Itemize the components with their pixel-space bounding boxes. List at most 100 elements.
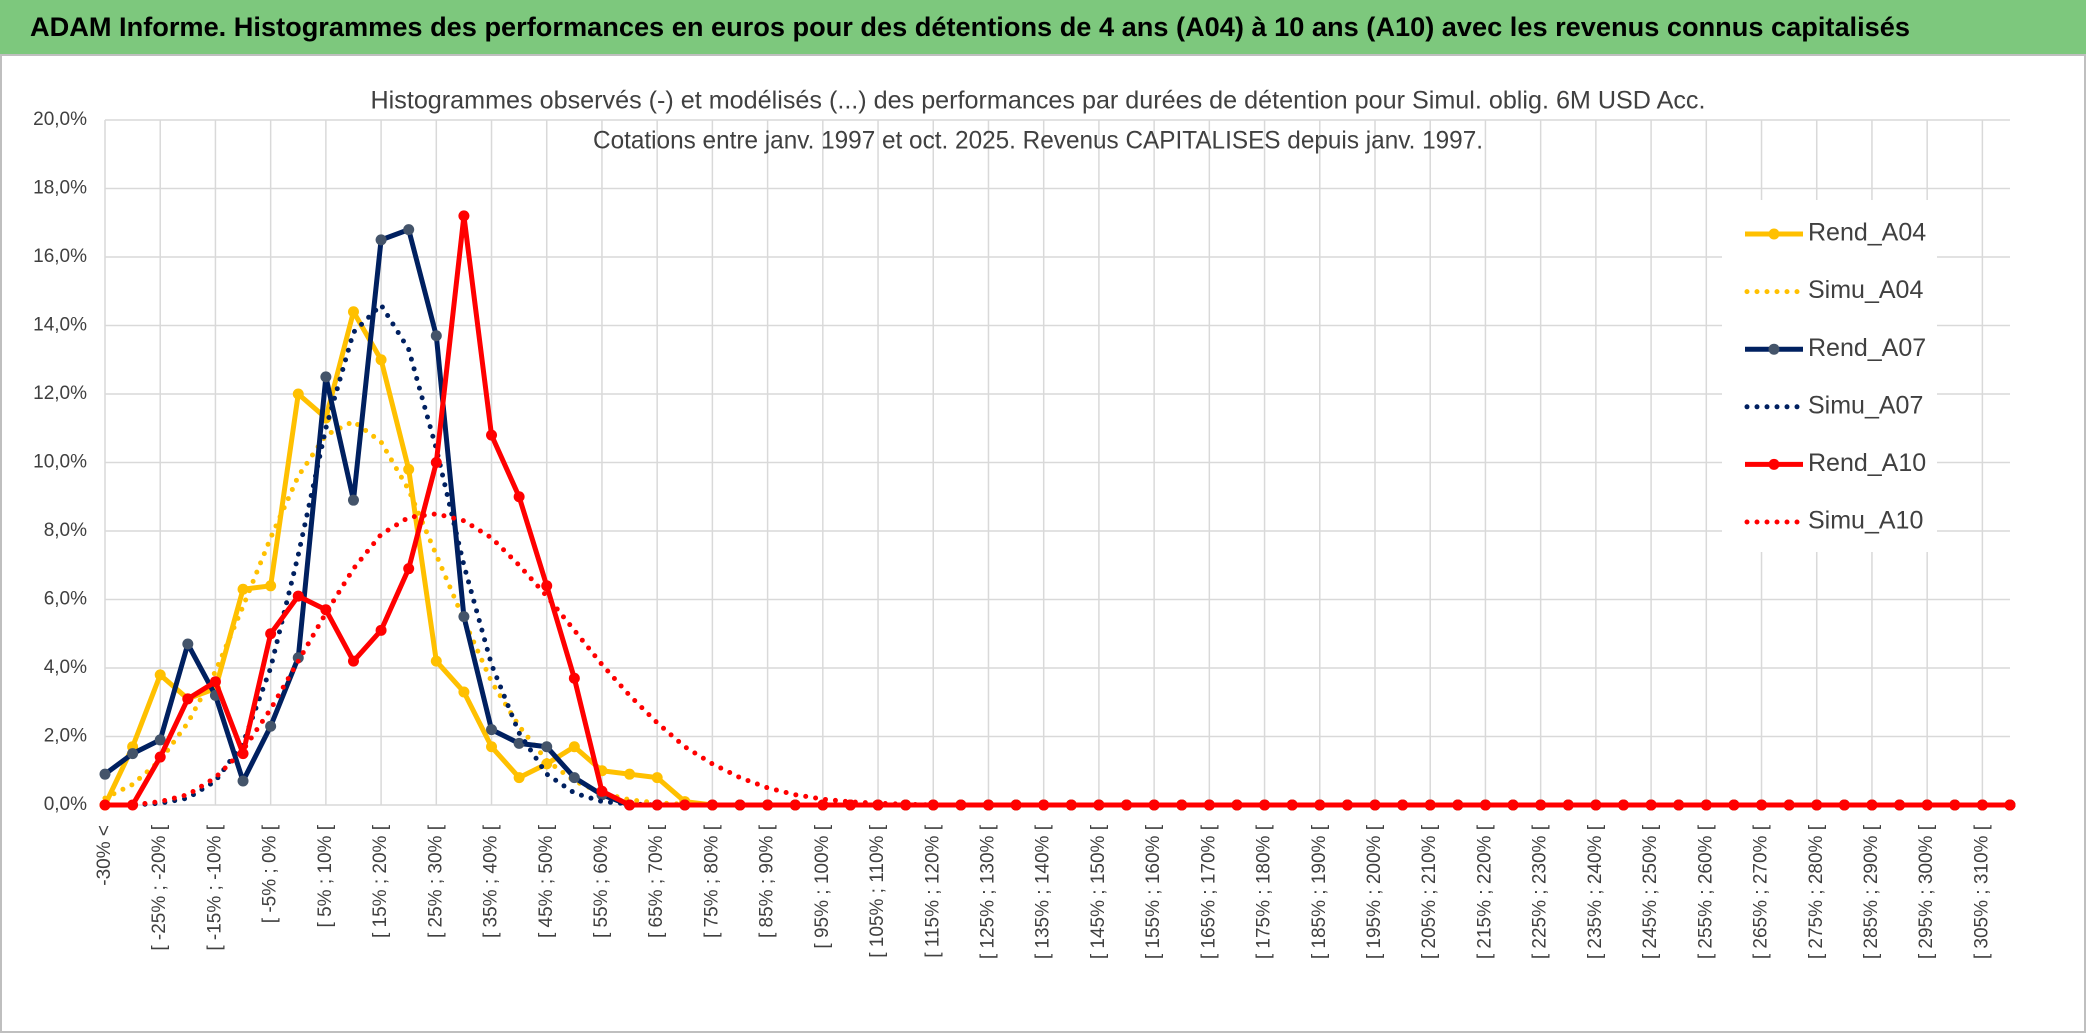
point bbox=[1535, 799, 1547, 811]
point bbox=[1424, 799, 1436, 811]
x-tick-label: [ 165% ; 170% [ bbox=[1198, 824, 1219, 959]
point bbox=[458, 210, 470, 222]
point bbox=[486, 741, 498, 753]
point bbox=[209, 676, 221, 688]
point bbox=[541, 580, 553, 592]
point bbox=[1645, 799, 1657, 811]
point bbox=[955, 799, 967, 811]
series-line bbox=[102, 511, 2013, 808]
point bbox=[568, 741, 580, 753]
point bbox=[734, 799, 746, 811]
point bbox=[320, 371, 332, 383]
point bbox=[458, 686, 470, 698]
point bbox=[1093, 799, 1105, 811]
x-tick-label: [ -15% ; -10% [ bbox=[204, 824, 225, 950]
point bbox=[513, 491, 525, 503]
y-tick-label: 12,0% bbox=[33, 383, 87, 404]
point bbox=[679, 799, 691, 811]
point bbox=[651, 799, 663, 811]
y-tick-label: 16,0% bbox=[33, 246, 87, 267]
legend-label: Simu_A04 bbox=[1808, 276, 1923, 304]
point bbox=[1783, 799, 1795, 811]
x-tick-label: [ 215% ; 220% [ bbox=[1474, 824, 1495, 959]
point bbox=[568, 672, 580, 684]
x-tick-label: [ 25% ; 30% [ bbox=[425, 824, 446, 938]
y-tick-label: 14,0% bbox=[33, 315, 87, 336]
point bbox=[237, 583, 249, 595]
x-tick-label: [ 195% ; 200% [ bbox=[1364, 824, 1385, 959]
point bbox=[513, 737, 525, 749]
point bbox=[265, 720, 277, 732]
point bbox=[430, 330, 442, 342]
x-tick-label: [ 275% ; 280% [ bbox=[1806, 824, 1827, 959]
point bbox=[596, 785, 608, 797]
point bbox=[375, 234, 387, 246]
legend-label: Rend_A10 bbox=[1808, 449, 1926, 477]
point bbox=[486, 724, 498, 736]
point bbox=[1397, 799, 1409, 811]
point bbox=[1203, 799, 1215, 811]
point bbox=[347, 306, 359, 318]
x-tick-label: [ 175% ; 180% [ bbox=[1254, 824, 1275, 959]
legend-label: Simu_A07 bbox=[1808, 391, 1923, 419]
x-tick-label: [ 265% ; 270% [ bbox=[1751, 824, 1772, 959]
point bbox=[403, 563, 415, 575]
x-tick-label: [ 35% ; 40% [ bbox=[481, 824, 502, 938]
point bbox=[154, 669, 166, 681]
x-tick-label: [ -25% ; -20% [ bbox=[149, 824, 170, 950]
x-tick-label: [ 305% ; 310% [ bbox=[1971, 824, 1992, 959]
title-bar bbox=[0, 0, 2086, 54]
point bbox=[403, 463, 415, 475]
point bbox=[1976, 799, 1988, 811]
point bbox=[982, 799, 994, 811]
x-tick-label: [ 205% ; 210% [ bbox=[1419, 824, 1440, 959]
x-tick-label: [ 15% ; 20% [ bbox=[370, 824, 391, 938]
legend-label: Rend_A07 bbox=[1808, 334, 1926, 362]
legend-box bbox=[1722, 200, 1937, 552]
x-tick-label: -30% < bbox=[94, 825, 115, 886]
point bbox=[458, 611, 470, 623]
x-tick-label: [ 85% ; 90% [ bbox=[757, 824, 778, 938]
point bbox=[486, 429, 498, 441]
x-tick-label: [ 245% ; 250% [ bbox=[1640, 824, 1661, 959]
x-tick-label: [ 185% ; 190% [ bbox=[1309, 824, 1330, 959]
x-tick-label: [ 95% ; 100% [ bbox=[812, 824, 833, 948]
point bbox=[347, 655, 359, 667]
point bbox=[292, 388, 304, 400]
point bbox=[624, 799, 636, 811]
y-tick-label: 6,0% bbox=[44, 589, 87, 610]
point bbox=[1314, 799, 1326, 811]
point bbox=[375, 624, 387, 636]
point bbox=[651, 772, 663, 784]
x-tick-label: [ 145% ; 150% [ bbox=[1088, 824, 1109, 959]
point bbox=[99, 768, 111, 780]
x-tick-label: [ 65% ; 70% [ bbox=[646, 824, 667, 938]
y-tick-label: 10,0% bbox=[33, 452, 87, 473]
legend-marker bbox=[1768, 228, 1780, 240]
x-tick-label: [ 55% ; 60% [ bbox=[591, 824, 612, 938]
point bbox=[292, 590, 304, 602]
legend-label: Simu_A10 bbox=[1808, 507, 1923, 535]
point bbox=[568, 772, 580, 784]
x-tick-label: [ 105% ; 110% [ bbox=[867, 824, 888, 957]
chart-title: ADAM Informe. Histogrammes des performan… bbox=[30, 12, 1910, 42]
y-tick-label: 18,0% bbox=[33, 178, 87, 199]
point bbox=[2004, 799, 2016, 811]
point bbox=[430, 457, 442, 468]
point bbox=[1176, 799, 1188, 811]
point bbox=[1673, 799, 1685, 811]
point bbox=[182, 638, 194, 650]
point bbox=[347, 494, 359, 506]
point bbox=[817, 799, 829, 811]
point bbox=[375, 354, 387, 366]
point bbox=[430, 655, 442, 667]
point bbox=[789, 799, 801, 811]
point bbox=[1756, 799, 1768, 811]
point bbox=[1562, 799, 1574, 811]
point bbox=[265, 580, 277, 592]
point bbox=[1286, 799, 1298, 811]
x-tick-label: [ 285% ; 290% [ bbox=[1861, 824, 1882, 959]
x-tick-label: [ 235% ; 240% [ bbox=[1585, 824, 1606, 959]
y-tick-label: 4,0% bbox=[44, 657, 87, 678]
